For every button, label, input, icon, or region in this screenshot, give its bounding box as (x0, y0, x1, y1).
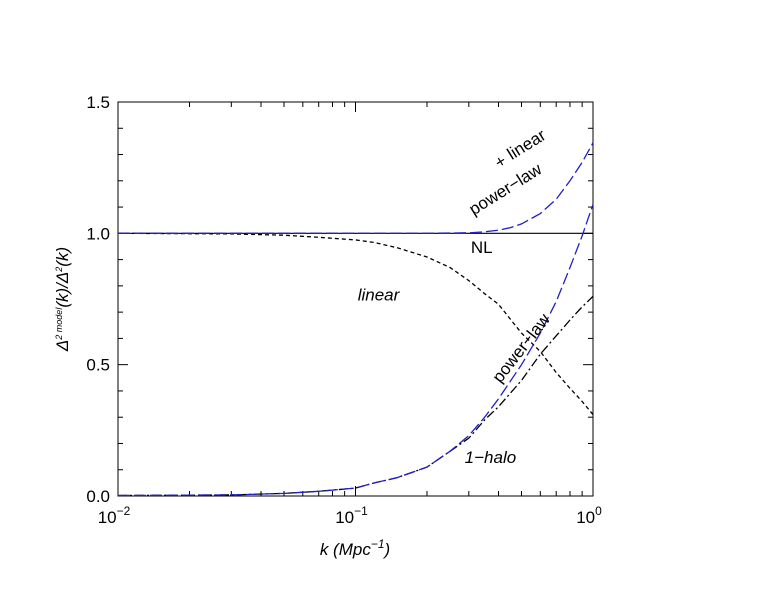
annotation-label: power−law (489, 310, 555, 387)
y-axis-title: Δ2 model(k)/Δ2(k) (53, 247, 72, 352)
x-axis-title: k (Mpc−1) (320, 537, 390, 559)
annotation-label: linear (358, 285, 401, 304)
plot-frame (117, 101, 594, 497)
x-tick-label: 100 (576, 504, 602, 527)
x-tick-label: 10−1 (335, 504, 368, 527)
y-tick-label: 1.5 (86, 93, 110, 112)
series-power-law (117, 204, 594, 497)
axis-ticks: 0.0 0.5 1.0 1.5 10−2 10−1 100 (86, 93, 602, 527)
y-tick-label: 1.0 (86, 224, 110, 243)
series-linear (117, 232, 594, 416)
series-linear-power-law (118, 142, 594, 234)
annotation-label: linear (504, 125, 550, 163)
series-layer (117, 142, 594, 497)
annotation-label: 1−halo (465, 448, 517, 467)
series-1-halo (117, 295, 594, 497)
x-tick-label: 10−2 (98, 504, 131, 527)
annotation-label: NL (471, 238, 493, 257)
y-tick-label: 0.0 (86, 487, 110, 506)
y-tick-label: 0.5 (86, 356, 110, 375)
